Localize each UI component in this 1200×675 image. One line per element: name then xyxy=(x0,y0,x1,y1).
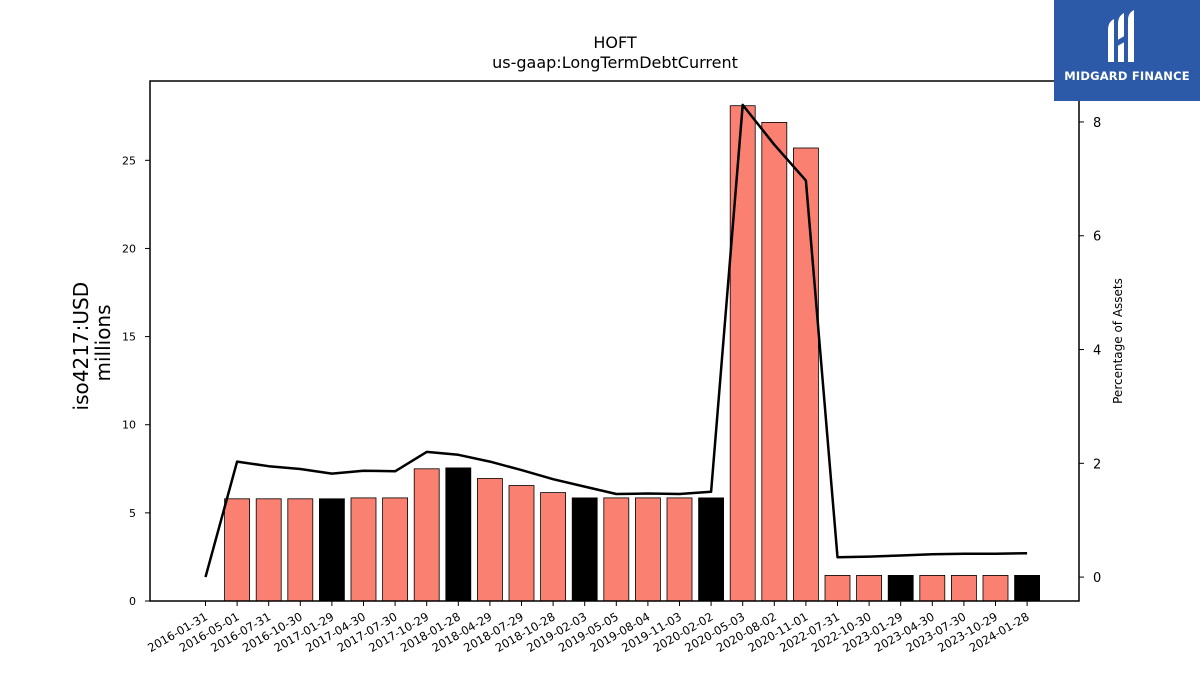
bar-2018-04-29 xyxy=(476,478,503,602)
y-axis: 0 5 10 15 20 25 xyxy=(122,154,150,608)
bar-2022-10-30 xyxy=(856,575,882,602)
y-tick-label: 5 xyxy=(129,507,136,520)
y-axis-label-line1: iso4217:USD xyxy=(69,282,93,411)
y-tick-label: 0 xyxy=(129,595,136,608)
bar-2019-11-03 xyxy=(666,497,693,602)
bar-2018-10-28 xyxy=(540,492,566,602)
chart-title: HOFT xyxy=(593,33,637,52)
y2-axis: 0 2 4 6 8 xyxy=(1079,116,1101,586)
x-axis: 2016-01-312016-05-012016-07-312016-10-30… xyxy=(145,601,1032,655)
bar-2023-10-29 xyxy=(982,575,1009,602)
bar-2019-05-05 xyxy=(603,497,630,602)
bar-2022-07-31 xyxy=(824,575,851,602)
percentage-of-assets-line xyxy=(204,103,1028,578)
bar-2019-02-03 xyxy=(571,497,598,602)
bar-2016-05-01 xyxy=(224,498,251,602)
y-tick-label: 15 xyxy=(122,331,136,344)
y2-tick-label: 6 xyxy=(1093,230,1101,245)
y-axis-label: iso4217:USD millions xyxy=(69,276,115,411)
y-axis-label-line2: millions xyxy=(91,304,115,381)
bar-2023-01-29 xyxy=(887,575,914,602)
y2-tick-label: 4 xyxy=(1093,344,1101,359)
bar-2017-01-29 xyxy=(318,498,345,602)
midgard-logo-mark-icon xyxy=(1108,10,1134,62)
bar-2018-07-29 xyxy=(508,485,535,602)
y-tick-label: 20 xyxy=(122,242,136,255)
bar-2019-08-04 xyxy=(635,497,661,602)
bar-2018-01-28 xyxy=(445,467,472,602)
y2-axis-label: Percentage of Assets xyxy=(1111,278,1125,404)
bar-2020-11-01 xyxy=(793,147,819,602)
bar-2017-10-29 xyxy=(413,468,440,602)
bars-group xyxy=(224,105,1040,602)
midgard-finance-logo: MIDGARD FINANCE xyxy=(1054,0,1200,101)
bar-2020-02-02 xyxy=(698,497,724,602)
brand-name: MIDGARD FINANCE xyxy=(1064,69,1190,83)
bar-2017-04-30 xyxy=(350,497,377,602)
bar-2023-04-30 xyxy=(919,575,946,602)
bar-2024-01-28 xyxy=(1014,575,1040,602)
y2-tick-label: 2 xyxy=(1093,457,1101,472)
y2-tick-label: 0 xyxy=(1093,571,1101,586)
y2-tick-label: 8 xyxy=(1093,116,1101,131)
bar-2016-10-30 xyxy=(287,498,314,602)
bar-2023-07-30 xyxy=(951,575,977,602)
bar-2016-07-31 xyxy=(255,498,282,602)
y-tick-label: 25 xyxy=(122,154,136,167)
bar-2017-07-30 xyxy=(382,497,409,602)
bar-2020-05-03 xyxy=(729,105,756,602)
y-tick-label: 10 xyxy=(122,419,136,432)
chart-subtitle: us-gaap:LongTermDebtCurrent xyxy=(492,53,738,72)
bar-2020-08-02 xyxy=(761,122,788,602)
plot-frame xyxy=(149,80,1080,602)
